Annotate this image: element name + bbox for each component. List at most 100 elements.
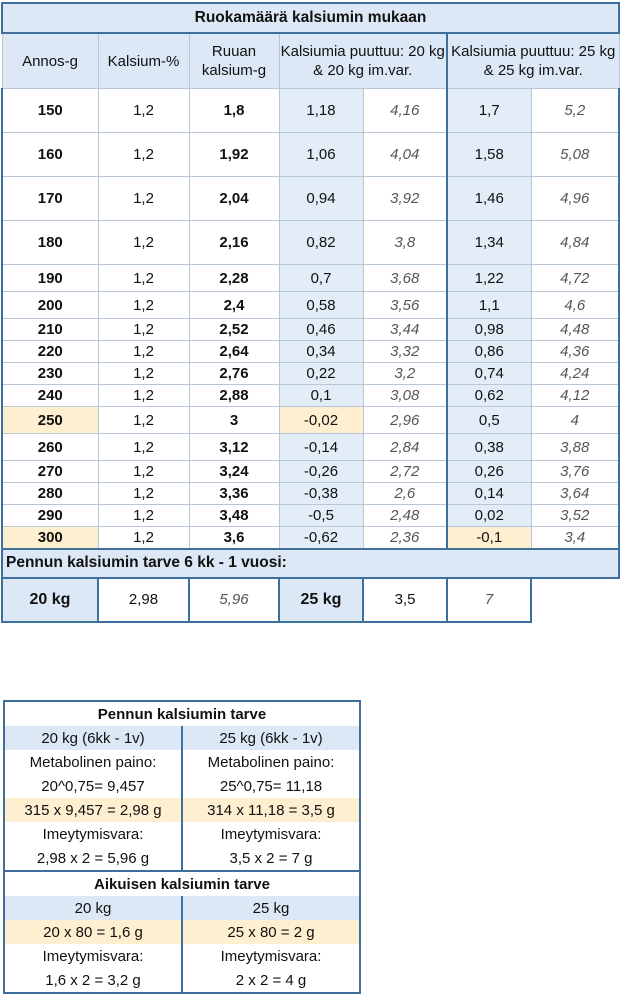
ruuan-kalsium-cell: 2,16 [188,220,280,265]
puuttuu-20-cell: 0,58 [278,291,364,319]
adult-25kg-heading: 25 kg [181,896,361,920]
puuttuu-25-cell: 0,98 [446,318,532,341]
puuttuu-25-cell: 1,46 [446,176,532,221]
table-row: 270 1,2 3,24 -0,26 2,72 0,26 3,76 [1,460,620,483]
puuttuu-20-cell: 0,34 [278,340,364,363]
table-row: 260 1,2 3,12 -0,14 2,84 0,38 3,88 [1,433,620,461]
ruuan-kalsium-cell: 3,24 [188,460,280,483]
kalsium-pct-cell: 1,2 [97,220,190,265]
puuttuu-20-imvar-cell: 3,32 [362,340,448,363]
ruuan-kalsium-cell: 3,36 [188,482,280,505]
annos-cell: 260 [1,433,99,461]
puuttuu-20-cell: 0,82 [278,220,364,265]
puuttuu-20-imvar-cell: 2,96 [362,406,448,434]
puuttuu-25-cell: 0,62 [446,384,532,407]
kalsium-pct-cell: 1,2 [97,433,190,461]
table-row: 180 1,2 2,16 0,82 3,8 1,34 4,84 [1,220,620,265]
table-row: 290 1,2 3,48 -0,5 2,48 0,02 3,52 [1,504,620,527]
kalsium-pct-cell: 1,2 [97,482,190,505]
puuttuu-25-cell: 0,5 [446,406,532,434]
kalsium-pct-cell: 1,2 [97,362,190,385]
empty-cell [531,577,620,622]
puuttuu-25-imvar-cell: 4,36 [530,340,620,363]
kalsium-pct-cell: 1,2 [97,460,190,483]
puuttuu-25-imvar-cell: 4,12 [530,384,620,407]
puppy-summary-title: Pennun kalsiumin tarve 6 kk - 1 vuosi: [0,547,620,579]
adult-calc-25: 25 x 80 = 2 g [181,920,361,944]
puuttuu-25-cell: 0,38 [446,433,532,461]
puuttuu-25-imvar-cell: 4,84 [530,220,620,265]
header-annos: Annos-g [1,32,99,89]
puuttuu-20-cell: -0,02 [278,406,364,434]
kalsium-pct-cell: 1,2 [97,264,190,292]
ruuan-kalsium-cell: 2,88 [188,384,280,407]
puuttuu-25-imvar-cell: 3,4 [530,526,620,549]
puuttuu-25-cell: 0,86 [446,340,532,363]
annos-cell: 170 [1,176,99,221]
info-table: Pennun kalsiumin tarve 20 kg (6kk - 1v) … [3,700,361,994]
puuttuu-25-imvar-cell: 3,52 [530,504,620,527]
puuttuu-25-imvar-cell: 4,24 [530,362,620,385]
weight-25-label: 25 kg [278,577,364,623]
puuttuu-25-cell: 1,34 [446,220,532,265]
kalsium-pct-cell: 1,2 [97,384,190,407]
puuttuu-20-imvar-cell: 3,2 [362,362,448,385]
annos-cell: 230 [1,362,99,385]
ruuan-kalsium-cell: 3,6 [188,526,280,549]
table-row: 170 1,2 2,04 0,94 3,92 1,46 4,96 [1,176,620,221]
puppy-need-title: Pennun kalsiumin tarve [3,700,361,726]
puuttuu-20-imvar-cell: 4,04 [362,132,448,177]
adult-imey-value-25: 2 x 2 = 4 g [181,968,361,994]
weight-20-imvar-value: 5,96 [188,577,280,623]
ruuan-kalsium-cell: 2,76 [188,362,280,385]
puuttuu-25-cell: -0,1 [446,526,532,549]
puuttuu-25-cell: 1,22 [446,264,532,292]
kalsium-pct-cell: 1,2 [97,291,190,319]
header-puuttuu-25: Kalsiumia puuttuu: 25 kg & 25 kg im.var. [446,32,620,89]
annos-cell: 290 [1,504,99,527]
adult-need-title: Aikuisen kalsiumin tarve [3,870,361,896]
puuttuu-25-imvar-cell: 3,64 [530,482,620,505]
kalsium-pct-cell: 1,2 [97,526,190,549]
weight-20-value: 2,98 [97,577,190,623]
puuttuu-25-imvar-cell: 4,6 [530,291,620,319]
puuttuu-20-imvar-cell: 2,72 [362,460,448,483]
info-25kg-heading: 25 kg (6kk - 1v) [181,726,361,750]
table-row: 200 1,2 2,4 0,58 3,56 1,1 4,6 [1,291,620,319]
puuttuu-20-imvar-cell: 2,48 [362,504,448,527]
puuttuu-20-cell: 1,06 [278,132,364,177]
puuttuu-25-cell: 0,02 [446,504,532,527]
kalsium-pct-cell: 1,2 [97,132,190,177]
metab-label-25: Metabolinen paino: [181,750,361,774]
puuttuu-25-imvar-cell: 3,88 [530,433,620,461]
kalsium-pct-cell: 1,2 [97,406,190,434]
adult-calc-20: 20 x 80 = 1,6 g [3,920,183,944]
puuttuu-20-imvar-cell: 4,16 [362,88,448,133]
puuttuu-20-imvar-cell: 3,44 [362,318,448,341]
kalsium-pct-cell: 1,2 [97,318,190,341]
table-row: 160 1,2 1,92 1,06 4,04 1,58 5,08 [1,132,620,177]
puuttuu-25-imvar-cell: 5,08 [530,132,620,177]
ruuan-kalsium-cell: 3,12 [188,433,280,461]
header-puuttuu-20: Kalsiumia puuttuu: 20 kg & 20 kg im.var. [278,32,448,89]
annos-cell: 240 [1,384,99,407]
annos-cell: 270 [1,460,99,483]
puuttuu-25-imvar-cell: 4,96 [530,176,620,221]
imey-label-25: Imeytymisvara: [181,822,361,846]
imey-value-25: 3,5 x 2 = 7 g [181,846,361,871]
kalsium-pct-cell: 1,2 [97,340,190,363]
weight-20-label: 20 kg [1,577,99,623]
annos-cell: 250 [1,406,99,434]
metab-value-25: 25^0,75= 11,18 [181,774,361,798]
puuttuu-20-cell: -0,5 [278,504,364,527]
puuttuu-20-cell: 0,94 [278,176,364,221]
annos-cell: 160 [1,132,99,177]
header-kalsium-pct: Kalsium-% [97,32,190,89]
puuttuu-25-imvar-cell: 4,72 [530,264,620,292]
adult-imey-value-20: 1,6 x 2 = 3,2 g [3,968,183,994]
annos-cell: 150 [1,88,99,133]
header-ruuan-kalsium: Ruuan kalsium-g [188,32,280,89]
puuttuu-20-cell: 0,46 [278,318,364,341]
puuttuu-25-cell: 0,14 [446,482,532,505]
puuttuu-25-imvar-cell: 4,48 [530,318,620,341]
